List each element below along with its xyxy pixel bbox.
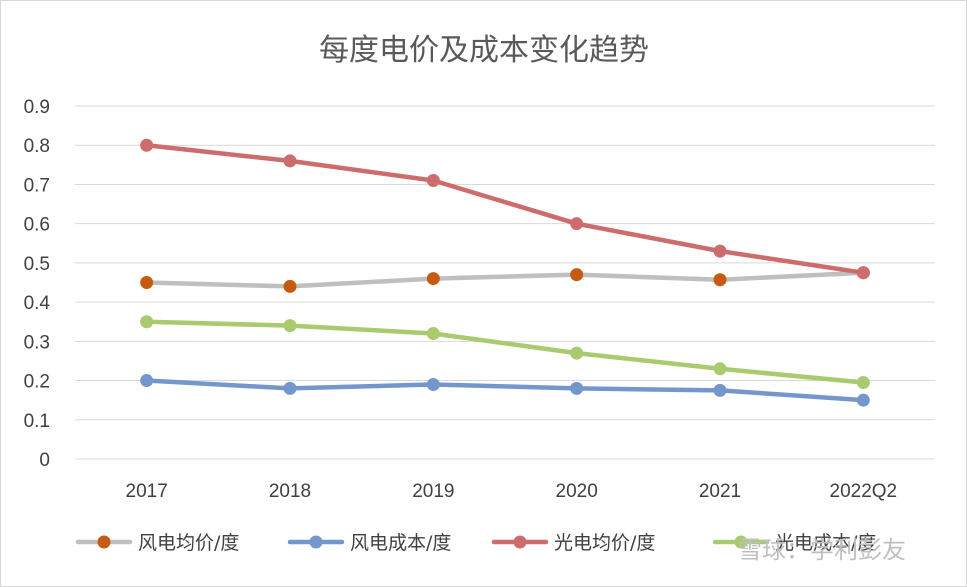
legend-label: 光电均价/度 bbox=[554, 532, 655, 554]
x-tick-label: 2018 bbox=[269, 481, 311, 502]
legend: 风电均价/度 风电成本/度 光电均价/度 光电成本/度 bbox=[75, 532, 876, 554]
legend-label: 光电成本/度 bbox=[775, 532, 876, 554]
y-tick-label: 0.4 bbox=[24, 293, 51, 314]
y-tick-label: 0.2 bbox=[24, 372, 50, 393]
legend-marker bbox=[309, 535, 323, 549]
x-tick-label: 2021 bbox=[699, 481, 741, 502]
data-point bbox=[713, 383, 727, 397]
data-point bbox=[713, 273, 727, 287]
y-tick-label: 0.8 bbox=[24, 136, 50, 157]
data-point bbox=[283, 381, 297, 395]
y-tick-label: 0.9 bbox=[24, 97, 50, 118]
data-point bbox=[426, 174, 440, 188]
data-point bbox=[426, 272, 440, 286]
y-tick-label: 0.3 bbox=[24, 332, 50, 353]
data-point bbox=[140, 276, 154, 289]
legend-marker bbox=[97, 535, 111, 549]
data-point bbox=[713, 244, 727, 258]
data-point bbox=[140, 138, 154, 152]
data-point bbox=[570, 381, 584, 395]
watermark: 雪球：学利彭友 bbox=[738, 536, 906, 564]
y-axis-ticks: 0 0.1 0.2 0.3 0.4 0.5 0.6 0.7 0.8 0.9 bbox=[24, 97, 51, 471]
data-point bbox=[570, 346, 584, 360]
legend-marker bbox=[734, 535, 748, 549]
series-lines bbox=[140, 138, 870, 407]
y-tick-label: 0.7 bbox=[24, 175, 50, 196]
legend-label: 风电成本/度 bbox=[350, 532, 451, 554]
x-tick-label: 2017 bbox=[126, 481, 168, 502]
x-tick-label: 2020 bbox=[556, 481, 598, 502]
y-tick-label: 0 bbox=[39, 450, 50, 471]
data-point bbox=[570, 217, 584, 231]
data-point bbox=[856, 266, 870, 280]
data-point bbox=[856, 393, 870, 407]
data-point bbox=[283, 319, 297, 333]
y-tick-label: 0.1 bbox=[24, 411, 50, 432]
legend-label: 风电均价/度 bbox=[138, 532, 239, 554]
data-point bbox=[426, 326, 440, 340]
x-tick-label: 2022Q2 bbox=[830, 481, 898, 502]
data-point bbox=[570, 268, 584, 282]
x-tick-label: 2019 bbox=[412, 481, 454, 502]
data-point bbox=[140, 315, 154, 329]
data-point bbox=[713, 362, 727, 376]
data-point bbox=[283, 154, 297, 168]
chart-title: 每度电价及成本变化趋势 bbox=[319, 33, 649, 68]
series-line-2 bbox=[144, 142, 866, 275]
data-point bbox=[856, 376, 870, 390]
data-point bbox=[426, 377, 440, 391]
data-point bbox=[140, 374, 154, 388]
series-line-3 bbox=[144, 319, 866, 385]
legend-marker bbox=[513, 535, 527, 549]
series-line-1 bbox=[144, 378, 866, 403]
y-tick-label: 0.5 bbox=[24, 254, 50, 275]
x-axis-ticks: 2017 2018 2019 2020 2021 2022Q2 bbox=[126, 481, 898, 502]
data-point bbox=[283, 279, 297, 293]
y-tick-label: 0.6 bbox=[24, 215, 50, 236]
series-line-0 bbox=[144, 270, 866, 289]
